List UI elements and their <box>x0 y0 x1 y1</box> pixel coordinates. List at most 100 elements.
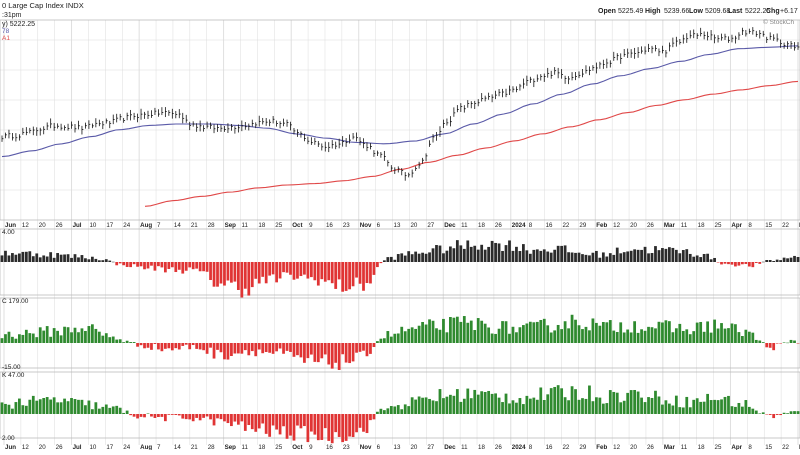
indicator-bar <box>466 322 470 343</box>
indicator-bar <box>386 257 390 262</box>
indicator-bar <box>741 262 744 265</box>
indicator-bar <box>389 256 393 262</box>
indicator-bar <box>163 262 167 273</box>
date-tick-label: Sep <box>225 222 237 229</box>
indicator-bar <box>355 414 358 433</box>
indicator-bar <box>643 330 647 343</box>
indicator-bar <box>327 414 331 441</box>
date-tick-label: 23 <box>343 444 350 450</box>
indicator-bar <box>337 262 341 280</box>
indicator-bar <box>365 414 369 434</box>
date-tick-label: 8 <box>529 222 533 229</box>
indicator-bar <box>382 260 386 262</box>
indicator-bar <box>21 251 25 262</box>
indicator-bar <box>240 414 244 422</box>
indicator-bar <box>643 402 647 414</box>
indicator-bar <box>605 322 609 343</box>
indicator-bar <box>202 343 205 351</box>
indicator-bar <box>518 251 522 262</box>
indicator-bar <box>779 260 783 262</box>
indicator-bar <box>174 262 178 273</box>
indicator-bar <box>661 248 664 262</box>
indicator-bar <box>181 262 185 274</box>
indicator-bar <box>678 323 682 343</box>
indicator-bar <box>77 257 80 262</box>
indicator-bar <box>775 414 779 415</box>
indicator-bar <box>768 260 772 262</box>
indicator-bar <box>167 343 171 349</box>
indicator-bar <box>111 336 115 343</box>
panel-frame <box>0 19 800 221</box>
indicator-bar <box>285 343 289 351</box>
indicator-bar <box>341 414 345 443</box>
indicator-bar <box>598 397 602 414</box>
indicator-bar <box>174 414 178 415</box>
ma200-line <box>144 80 799 207</box>
indicator-bar <box>101 406 105 414</box>
indicator-bar <box>734 262 737 267</box>
date-tick-label: 13 <box>394 444 401 450</box>
indicator-bar <box>42 255 46 262</box>
indicator-bar <box>459 245 463 262</box>
indicator-bar <box>581 329 584 343</box>
date-tick-label: 12 <box>22 444 29 450</box>
indicator-bar <box>414 251 418 262</box>
indicator-bar <box>77 399 80 414</box>
indicator-bar <box>316 262 320 286</box>
indicator-bar <box>129 262 132 268</box>
indicator-bar <box>431 320 435 343</box>
indicator-bar <box>542 318 546 343</box>
indicator-bar <box>18 334 21 343</box>
indicator-bar <box>254 262 258 279</box>
indicator-bar <box>431 248 435 262</box>
indicator-bar <box>271 262 275 275</box>
indicator-bar <box>111 406 115 414</box>
indicator-bar <box>212 414 216 426</box>
indicator-bar <box>264 414 268 434</box>
indicator-bar <box>351 414 355 438</box>
indicator-bar <box>574 252 577 262</box>
date-tick-label: 23 <box>343 222 350 229</box>
indicator-bar <box>768 414 772 415</box>
indicator-bar <box>351 262 355 287</box>
indicator-bar <box>528 321 532 343</box>
indicator-bar <box>567 400 570 414</box>
indicator-bar <box>487 327 491 343</box>
indicator-bar <box>170 343 174 351</box>
indicator-bar <box>584 398 588 414</box>
indicator-bar <box>685 396 689 414</box>
indicator-bar <box>681 330 685 343</box>
date-tick-label: 27 <box>427 222 434 229</box>
date-tick-label: 25 <box>715 222 722 229</box>
indicator-bar <box>462 316 466 343</box>
date-tick-label: 9 <box>309 222 313 229</box>
date-tick-label: 12 <box>22 222 29 229</box>
indicator-bar <box>668 321 671 343</box>
indicator-bar <box>525 395 529 414</box>
indicator-bar <box>515 246 518 262</box>
indicator-bar <box>303 262 306 275</box>
indicator-bar <box>108 337 112 343</box>
indicator-bar <box>539 320 543 343</box>
indicator-bar <box>591 401 595 414</box>
indicator-bar <box>309 262 313 278</box>
indicator-bar <box>94 402 98 414</box>
indicator-bar <box>108 407 112 414</box>
indicator-bar <box>720 323 723 343</box>
indicator-bar <box>90 256 94 262</box>
indicator-bar <box>619 322 623 343</box>
indicator-bar <box>111 261 115 263</box>
indicator-bar <box>737 332 741 343</box>
date-tick-label: 27 <box>427 444 434 450</box>
indicator-bar <box>709 332 713 343</box>
indicator-bar <box>403 404 407 414</box>
indicator-bar <box>511 250 515 262</box>
indicator-bar <box>615 247 619 262</box>
indicator-bar <box>296 343 299 356</box>
indicator-bar <box>577 325 581 343</box>
indicator-bar <box>153 414 157 418</box>
indicator-bar <box>118 407 122 414</box>
indicator-bar <box>528 253 532 262</box>
indicator-bar <box>80 399 84 414</box>
indicator-bar <box>369 343 372 354</box>
